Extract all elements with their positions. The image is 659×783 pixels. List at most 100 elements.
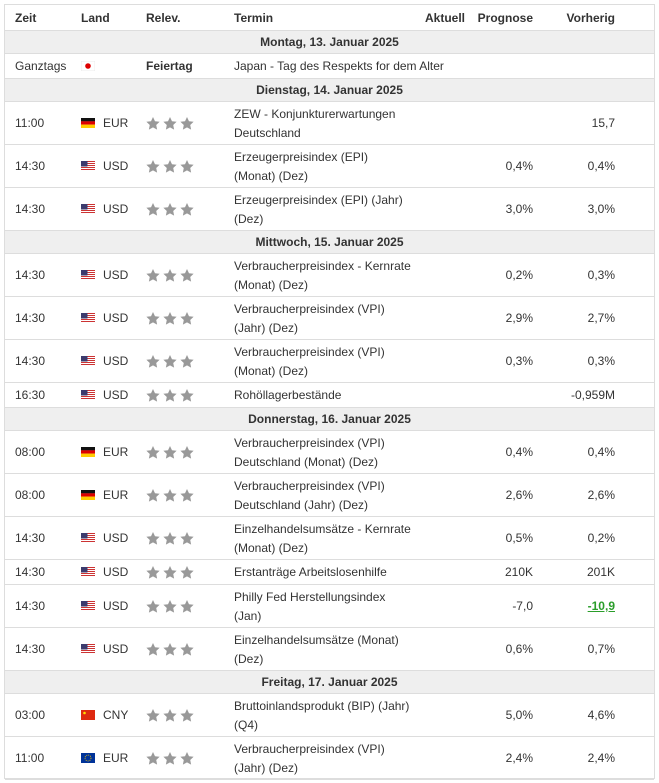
star (146, 159, 160, 173)
date-row: Donnerstag, 16. Januar 2025 (5, 408, 654, 431)
star (146, 202, 160, 216)
flag (81, 356, 95, 366)
event: Philly Fed Herstellungsindex (Jan) (234, 586, 385, 626)
event-row: 14:30 USD Erstanträge Arbeitslosenhilfe 210… (5, 560, 654, 585)
cell: 4,6% (535, 694, 615, 736)
cell: 15,7 (535, 102, 615, 144)
event-line: Erstanträge Arbeitslosenhilfe (234, 564, 387, 579)
cell: USD (81, 628, 141, 670)
cell: 2,6% (535, 474, 615, 516)
event: Verbraucherpreisindex (VPI) (Jahr) (Dez) (234, 738, 385, 778)
previous: 3,0% (587, 202, 615, 216)
time: 03:00 (15, 708, 46, 722)
star (180, 599, 194, 613)
previous: -10,9 (587, 599, 615, 613)
star (163, 599, 177, 613)
column-header: Prognose (465, 5, 533, 30)
star (146, 642, 160, 656)
cell: 0,2% (535, 517, 615, 559)
event-row: 14:30 USD Einzelhandelsumsätze (Monat) (Dez… (5, 628, 654, 671)
cell: -10,9 (535, 585, 615, 627)
event-line: Deutschland (234, 126, 301, 140)
cell: Feiertag (146, 54, 226, 78)
cell: Bruttoinlandsprodukt (BIP) (Jahr) (Q4) (234, 694, 424, 736)
cell: -7,0 (465, 585, 533, 627)
flag-wrap (81, 356, 103, 366)
date-text: Montag, 13. Januar 2025 (260, 35, 399, 49)
event: Erzeugerpreisindex (EPI) (Jahr) (Dez) (234, 189, 403, 229)
event-row: 11:00 EUR ZEW - Konjunkturerwartungen Deuts… (5, 102, 654, 145)
cell: EUR (81, 737, 141, 779)
column-header-text: Aktuell (424, 10, 465, 25)
forecast: 5,0% (505, 708, 533, 722)
flag-wrap (81, 601, 103, 611)
event-line: Bruttoinlandsprodukt (BIP) (Jahr) (234, 699, 410, 713)
event: Verbraucherpreisindex (VPI) (Monat) (Dez) (234, 341, 385, 381)
cell: 14:30 (15, 188, 75, 230)
cell: 210K (465, 560, 533, 584)
cell (146, 188, 226, 230)
cell (146, 297, 226, 339)
cell: Ganztags (15, 54, 75, 78)
cell: 0,4% (535, 431, 615, 473)
event: Erstanträge Arbeitslosenhilfe (234, 563, 387, 582)
time: 14:30 (15, 642, 46, 656)
cell: Einzelhandelsumsätze (Monat) (Dez) (234, 628, 424, 670)
event-line: (Monat) (Dez) (234, 169, 309, 183)
star (163, 708, 177, 722)
star (163, 445, 177, 459)
previous: 2,7% (587, 311, 615, 325)
previous: 15,7 (591, 116, 615, 130)
event-line: (Dez) (234, 212, 264, 226)
currency: USD (103, 311, 129, 325)
event-line: Verbraucherpreisindex (VPI) (234, 742, 385, 756)
cell: 2,7% (535, 297, 615, 339)
flag-wrap (81, 447, 103, 457)
cell (81, 54, 141, 78)
event: Einzelhandelsumsätze (Monat) (Dez) (234, 629, 399, 669)
cell: EUR (81, 431, 141, 473)
star (146, 354, 160, 368)
star (180, 268, 194, 282)
event: Verbraucherpreisindex (VPI) Deutschland (… (234, 475, 385, 515)
cell (146, 431, 226, 473)
event-line: Verbraucherpreisindex (VPI) (234, 479, 385, 493)
currency: USD (103, 565, 129, 579)
cell: Erstanträge Arbeitslosenhilfe (234, 560, 424, 584)
event: Verbraucherpreisindex - Kernrate (Monat) … (234, 255, 411, 295)
cell: 14:30 (15, 297, 75, 339)
column-header-text: Vorherig (566, 10, 615, 25)
cell: USD (81, 340, 141, 382)
cell: 14:30 (15, 340, 75, 382)
previous: 0,4% (587, 159, 615, 173)
star (146, 268, 160, 282)
currency: USD (103, 388, 129, 402)
cell: 16:30 (15, 383, 75, 407)
currency: USD (103, 642, 129, 656)
cell (146, 585, 226, 627)
time: 16:30 (15, 388, 46, 402)
event-row: 14:30 USD Einzelhandelsumsätze - Kernrate (… (5, 517, 654, 560)
forecast: 0,4% (505, 159, 533, 173)
cell: 14:30 (15, 254, 75, 296)
time: 14:30 (15, 311, 46, 325)
flag (81, 270, 95, 280)
cell: USD (81, 517, 141, 559)
cell: 0,4% (465, 431, 533, 473)
column-header-text: Prognose (477, 10, 533, 25)
cell: USD (81, 145, 141, 187)
flag (81, 118, 95, 128)
star (146, 565, 160, 579)
star (163, 488, 177, 502)
cell: Verbraucherpreisindex (VPI) (Jahr) (Dez) (234, 297, 424, 339)
cell: 5,0% (465, 694, 533, 736)
previous: 0,4% (587, 445, 615, 459)
event-line: (Jahr) (Dez) (234, 761, 299, 775)
flag (81, 601, 95, 611)
column-header: Aktuell (405, 5, 465, 30)
event: Rohöllagerbestände (234, 386, 341, 405)
event: Verbraucherpreisindex (VPI) (Jahr) (Dez) (234, 298, 385, 338)
star (163, 642, 177, 656)
flag (81, 61, 95, 71)
